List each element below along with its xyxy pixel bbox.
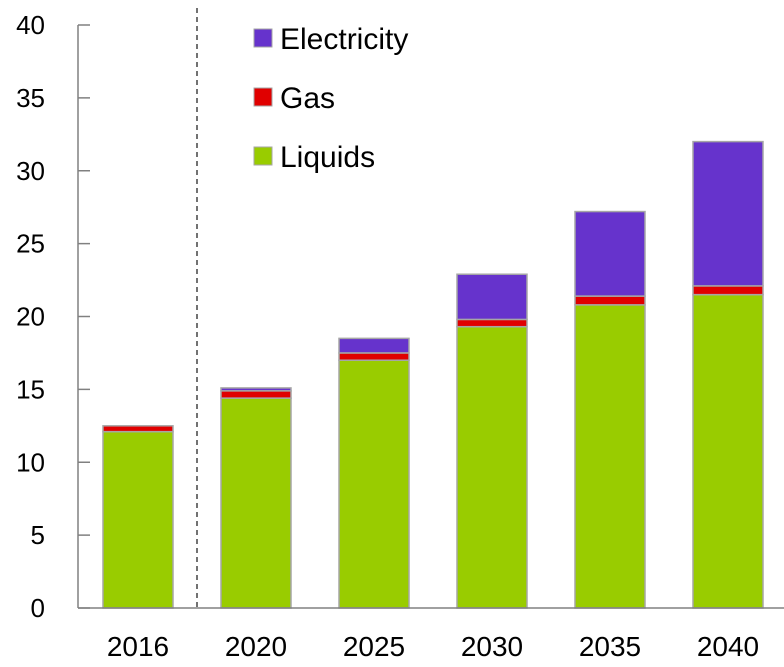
x-tick-label: 2040 bbox=[697, 631, 759, 662]
legend-swatch-electricity bbox=[253, 28, 273, 48]
y-tick-label: 0 bbox=[31, 593, 45, 623]
bar-electricity-2035 bbox=[574, 210, 646, 297]
x-tick-label: 2035 bbox=[579, 631, 641, 662]
legend-label-gas: Gas bbox=[280, 82, 335, 115]
y-tick-label: 25 bbox=[16, 229, 45, 259]
bars bbox=[102, 140, 764, 609]
y-axis: 0 5 10 15 20 25 30 35 40 bbox=[16, 10, 90, 623]
legend-label-liquids: Liquids bbox=[280, 141, 375, 174]
x-tick-label: 2030 bbox=[461, 631, 523, 662]
y-tick-label: 35 bbox=[16, 83, 45, 113]
bar-gas-2040 bbox=[692, 285, 764, 296]
x-tick-label: 2016 bbox=[107, 631, 169, 662]
y-tick-label: 20 bbox=[16, 302, 45, 332]
legend: Electricity Gas Liquids bbox=[253, 23, 408, 174]
bar-gas-2025 bbox=[338, 352, 410, 361]
bar-liquids-2040 bbox=[692, 293, 764, 609]
y-tick-label: 5 bbox=[31, 520, 45, 550]
y-tick-label: 30 bbox=[16, 156, 45, 186]
bar-gas-2016 bbox=[102, 425, 174, 433]
bar-liquids-2025 bbox=[338, 359, 410, 609]
legend-swatch-liquids bbox=[253, 146, 273, 166]
bar-gas-2035 bbox=[574, 295, 646, 306]
x-tick-label: 2025 bbox=[343, 631, 405, 662]
bar-gas-2020 bbox=[220, 390, 292, 399]
bar-liquids-2016 bbox=[102, 430, 174, 609]
y-tick-label: 40 bbox=[16, 10, 45, 40]
bar-liquids-2020 bbox=[220, 397, 292, 609]
bar-liquids-2030 bbox=[456, 325, 528, 609]
legend-swatch-gas bbox=[253, 87, 273, 107]
legend-label-electricity: Electricity bbox=[280, 23, 408, 56]
bar-electricity-2040 bbox=[692, 140, 764, 287]
bar-gas-2030 bbox=[456, 318, 528, 328]
x-axis: 2016 2020 2025 2030 2035 2040 bbox=[78, 607, 784, 662]
y-tick-label: 10 bbox=[16, 447, 45, 477]
x-tick-label: 2020 bbox=[225, 631, 287, 662]
bar-electricity-2025 bbox=[338, 337, 410, 354]
bar-liquids-2035 bbox=[574, 304, 646, 609]
bar-electricity-2020 bbox=[220, 387, 292, 392]
y-tick-label: 15 bbox=[16, 374, 45, 404]
bar-electricity-2030 bbox=[456, 273, 528, 321]
